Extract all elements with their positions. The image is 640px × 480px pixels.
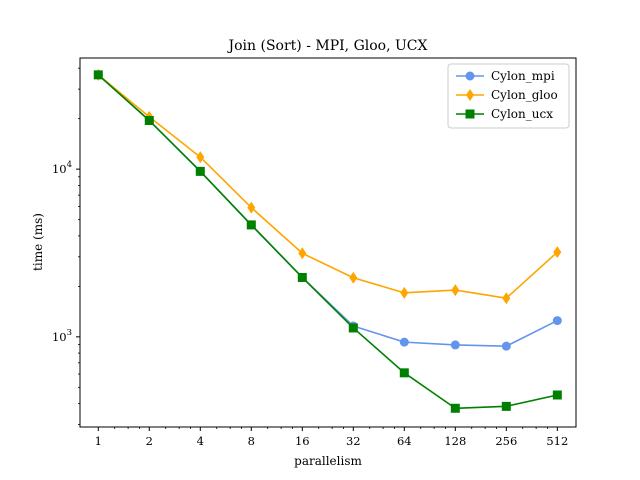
data-point bbox=[553, 246, 562, 259]
x-tick-label: 64 bbox=[397, 434, 412, 448]
x-tick-label: 32 bbox=[346, 434, 361, 448]
data-point bbox=[501, 401, 511, 411]
series-cylon_ucx bbox=[93, 70, 562, 413]
data-point bbox=[501, 341, 511, 351]
data-point bbox=[144, 116, 154, 126]
data-point bbox=[502, 292, 511, 305]
legend-item: Cylon_mpi bbox=[456, 69, 555, 83]
data-point bbox=[450, 403, 460, 413]
data-point bbox=[552, 390, 562, 400]
data-point bbox=[451, 284, 460, 297]
chart-title: Join (Sort) - MPI, Gloo, UCX bbox=[227, 38, 428, 54]
series-layer bbox=[93, 68, 562, 413]
y-tick-label: 103 bbox=[52, 328, 72, 344]
data-point bbox=[349, 271, 358, 284]
y-axis-label: time (ms) bbox=[31, 213, 45, 271]
data-point bbox=[399, 337, 409, 347]
legend-label: Cylon_ucx bbox=[491, 107, 553, 121]
data-point bbox=[399, 368, 409, 378]
legend-marker bbox=[465, 109, 475, 119]
data-point bbox=[298, 247, 307, 260]
data-point bbox=[195, 166, 205, 176]
plot-frame bbox=[79, 57, 577, 428]
y-tick-label: 104 bbox=[52, 160, 72, 176]
data-point bbox=[348, 323, 358, 333]
x-tick-label: 128 bbox=[444, 434, 466, 448]
data-point bbox=[247, 201, 256, 214]
legend: Cylon_mpi Cylon_gloo Cylon_ucx bbox=[447, 63, 570, 129]
axes-layer bbox=[79, 57, 577, 428]
x-tick-label: 2 bbox=[146, 434, 153, 448]
legend-label: Cylon_mpi bbox=[491, 69, 555, 83]
x-axis-label: parallelism bbox=[294, 454, 362, 468]
x-tick-label: 4 bbox=[197, 434, 204, 448]
legend-item: Cylon_ucx bbox=[456, 107, 553, 121]
legend-marker bbox=[465, 71, 475, 81]
data-point bbox=[297, 272, 307, 282]
data-point bbox=[552, 316, 562, 326]
legend-marker bbox=[466, 89, 474, 101]
data-point bbox=[196, 151, 205, 164]
data-point bbox=[246, 220, 256, 230]
data-point bbox=[93, 70, 103, 80]
x-tick-label: 512 bbox=[546, 434, 568, 448]
x-tick-label: 256 bbox=[495, 434, 517, 448]
ticks-layer: 1 2 4 8 16 32 64 128 256 512 103 104 bbox=[52, 67, 568, 448]
x-tick-label: 8 bbox=[248, 434, 255, 448]
x-tick-label: 16 bbox=[295, 434, 310, 448]
data-point bbox=[450, 340, 460, 350]
legend-box bbox=[447, 63, 570, 129]
x-tick-label: 1 bbox=[95, 434, 102, 448]
legend-label: Cylon_gloo bbox=[491, 88, 558, 102]
series-line bbox=[97, 74, 558, 410]
series-line bbox=[97, 74, 558, 300]
legend-item: Cylon_gloo bbox=[456, 88, 558, 102]
data-point bbox=[400, 286, 409, 299]
